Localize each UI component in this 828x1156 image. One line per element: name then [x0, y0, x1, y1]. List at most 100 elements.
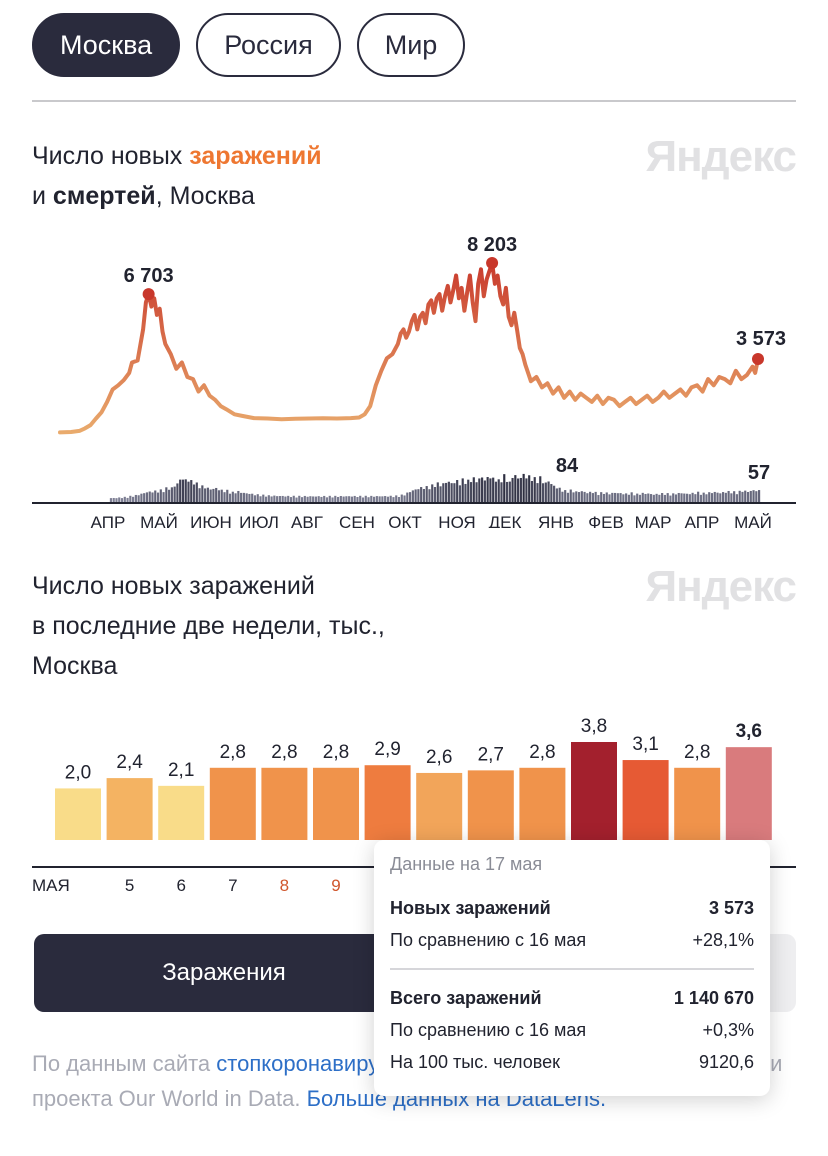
- bar[interactable]: [416, 772, 463, 840]
- chart1-title: Число новых заражений и смертей, Москва: [32, 136, 322, 216]
- death-bar: [173, 486, 176, 503]
- death-bar: [414, 489, 417, 503]
- tooltip-new-value: 3 573: [708, 897, 754, 918]
- death-bar: [625, 493, 628, 503]
- tab-moscow[interactable]: Москва: [32, 13, 181, 77]
- death-bar: [323, 495, 326, 503]
- death-bar: [464, 483, 467, 503]
- bar-value-label: 2,8: [323, 742, 349, 763]
- tooltip-per100-value: 9120,6: [698, 1051, 754, 1072]
- death-bar: [237, 490, 240, 503]
- death-bar: [638, 494, 642, 503]
- bar-value-label: 2,8: [220, 742, 246, 763]
- death-bar: [281, 495, 284, 503]
- death-bar: [397, 497, 401, 503]
- death-bar: [179, 479, 182, 503]
- death-bar: [204, 488, 207, 503]
- death-label-0: 84: [556, 455, 579, 477]
- bar-value-label: 3,8: [581, 716, 607, 737]
- death-bar: [206, 487, 209, 503]
- death-bar: [384, 496, 387, 503]
- peak-label-0: 6 703: [124, 265, 174, 287]
- death-bar: [162, 492, 165, 503]
- infections-button[interactable]: Заражения: [34, 934, 414, 1012]
- death-bar: [710, 493, 714, 503]
- death-bar: [253, 495, 257, 503]
- death-bar: [661, 492, 664, 503]
- x-tick-label: ИЮЛ: [239, 513, 279, 528]
- death-bar: [569, 489, 572, 503]
- tab-russia[interactable]: Россия: [196, 13, 341, 77]
- bar[interactable]: [622, 760, 669, 840]
- infections-deaths-chart: 6 703 8 203 3 573 84 57 АПР МАЙ ИЮН ИЮЛ АВГ СЕН О…: [32, 234, 796, 528]
- death-bar: [295, 497, 298, 503]
- death-bar: [123, 496, 126, 503]
- death-bar: [616, 493, 619, 503]
- tooltip-cmp-label: По сравнению с 16 мая: [390, 929, 587, 950]
- death-bar: [298, 495, 301, 503]
- death-bar: [727, 490, 730, 503]
- death-bar: [555, 488, 558, 503]
- bar[interactable]: [467, 770, 514, 840]
- death-bar: [156, 492, 160, 503]
- death-bar: [112, 497, 115, 503]
- death-bar: [270, 496, 273, 503]
- death-bar: [580, 491, 583, 503]
- death-bar: [170, 487, 173, 503]
- death-bar: [447, 481, 450, 503]
- category-label: 6: [176, 876, 185, 895]
- death-bar: [683, 493, 686, 503]
- death-bar: [192, 484, 196, 503]
- death-bar: [364, 495, 367, 503]
- bar[interactable]: [519, 767, 566, 840]
- bar[interactable]: [313, 767, 359, 840]
- death-bar: [583, 491, 586, 503]
- chart2-title: Число новых заражений в последние две не…: [32, 566, 385, 686]
- death-bar: [425, 486, 428, 503]
- bar[interactable]: [725, 747, 772, 840]
- x-tick-label: АВГ: [291, 513, 323, 528]
- bar[interactable]: [106, 778, 153, 840]
- bar[interactable]: [571, 742, 617, 840]
- bar[interactable]: [364, 765, 411, 840]
- death-bar: [422, 489, 426, 503]
- death-bar: [439, 486, 442, 503]
- death-label-1: 57: [748, 462, 770, 484]
- death-bar: [558, 487, 561, 503]
- category-label: 7: [228, 876, 237, 895]
- death-bar: [154, 490, 157, 503]
- bar[interactable]: [674, 767, 721, 840]
- death-bar: [267, 495, 270, 503]
- death-bar: [716, 492, 719, 503]
- x-tick-label: НОЯ: [438, 513, 475, 528]
- bar[interactable]: [261, 767, 308, 840]
- bar[interactable]: [55, 788, 101, 840]
- death-bar: [336, 496, 340, 503]
- death-bar: [475, 482, 478, 503]
- death-bar: [746, 491, 750, 503]
- death-bar: [497, 479, 500, 503]
- death-bar: [755, 491, 758, 503]
- bar[interactable]: [209, 767, 256, 840]
- death-bar: [240, 492, 243, 503]
- death-bar: [627, 494, 630, 503]
- peak-label-1: 8 203: [467, 234, 517, 256]
- death-bar: [564, 490, 567, 503]
- x-tick-label: ИЮН: [190, 513, 232, 528]
- death-bar: [132, 496, 135, 503]
- chart1-title-part1: Число новых: [32, 142, 190, 170]
- death-bar: [522, 473, 525, 503]
- bar[interactable]: [158, 785, 205, 840]
- death-bar: [721, 492, 725, 503]
- death-bar: [287, 495, 290, 503]
- tab-world[interactable]: Мир: [356, 13, 466, 77]
- death-bar: [215, 487, 218, 503]
- tooltip-per100-label: На 100 тыс. человек: [390, 1051, 560, 1072]
- death-bar: [348, 496, 351, 503]
- death-bar: [724, 492, 727, 503]
- chart1-title-deaths: смертей: [52, 182, 156, 210]
- death-bar: [641, 492, 644, 503]
- death-bar: [431, 484, 434, 503]
- death-bar: [231, 491, 234, 503]
- death-bar: [198, 488, 201, 503]
